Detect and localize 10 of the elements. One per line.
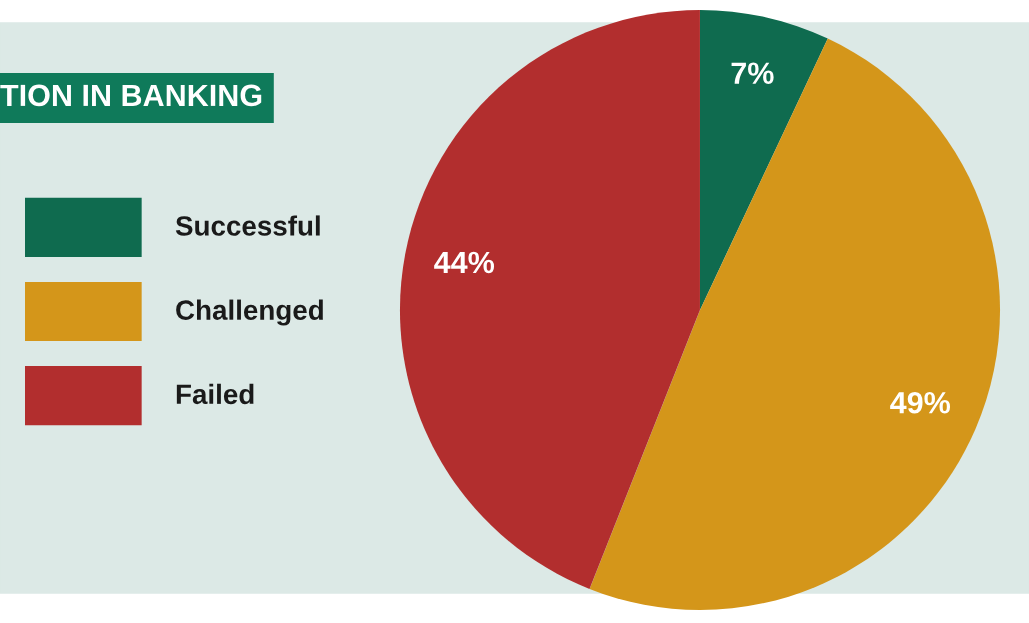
legend-label: Successful	[175, 215, 320, 236]
legend-label: Failed	[176, 383, 254, 405]
text: TION IN BANKING	[0, 84, 262, 107]
pie-slice	[399, 9, 700, 589]
pie-slice	[700, 9, 828, 310]
data-label: 7%	[731, 62, 774, 84]
data-label: 44%	[434, 251, 495, 274]
data-label: 49%	[890, 391, 951, 414]
legend-label: Challenged	[176, 299, 323, 326]
pie-slice	[589, 38, 1000, 610]
